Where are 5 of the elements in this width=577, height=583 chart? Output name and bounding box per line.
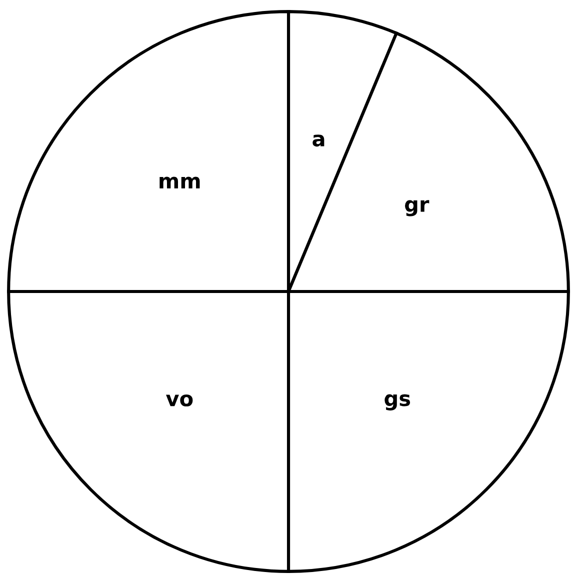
slice-label: vo <box>166 394 193 406</box>
slice-label: a <box>312 134 324 147</box>
slice-label: mm <box>160 176 200 188</box>
slice-label: gs <box>384 394 410 410</box>
slice-label: gr <box>404 200 430 216</box>
